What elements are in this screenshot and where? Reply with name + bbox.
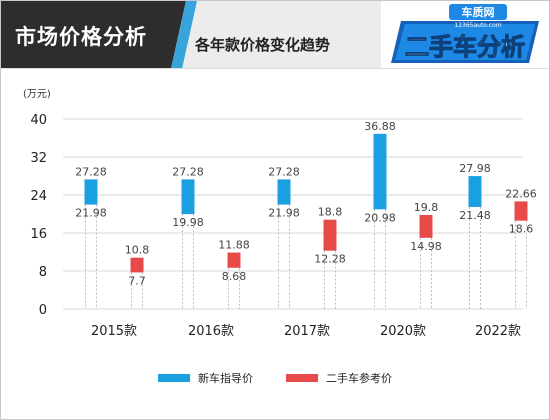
new-price-bar bbox=[468, 176, 482, 207]
y-tick-label: 16 bbox=[30, 227, 47, 242]
bar-low-label: 21.48 bbox=[459, 209, 491, 222]
y-tick-label: 24 bbox=[30, 189, 47, 204]
new-price-bar bbox=[277, 179, 291, 205]
page-subtitle: 各年款价格变化趋势 bbox=[195, 36, 331, 54]
header-banner: 市场价格分析 各年款价格变化趋势 车质网 12365auto.com 二手车分析 bbox=[1, 1, 549, 69]
x-category-label: 2015款 bbox=[91, 324, 137, 339]
bar-low-label: 14.98 bbox=[410, 240, 442, 253]
x-category-label: 2020款 bbox=[380, 324, 426, 339]
used-price-bar bbox=[514, 201, 528, 221]
bar-high-label: 27.28 bbox=[75, 165, 107, 178]
new-price-bar bbox=[84, 179, 98, 205]
bar-high-label: 36.88 bbox=[364, 120, 396, 133]
brand-logo: 车质网 12365auto.com 二手车分析 bbox=[391, 4, 539, 63]
bar-low-label: 12.28 bbox=[314, 253, 346, 266]
y-tick-label: 40 bbox=[30, 113, 47, 128]
y-axis-ticks: 0 8 16 24 32 40 bbox=[30, 113, 47, 318]
legend-label: 二手车参考价 bbox=[326, 371, 392, 385]
data-labels: 27.28 21.98 27.28 19.98 27.28 21.98 36.88 20.98… bbox=[75, 120, 537, 288]
bar-low-label: 19.98 bbox=[172, 216, 204, 229]
x-axis-categories: 2015款 2016款 2017款 2020款 2022款 bbox=[91, 324, 521, 339]
bar-low-label: 8.68 bbox=[222, 270, 247, 283]
x-category-label: 2022款 bbox=[475, 324, 521, 339]
page-title: 市场价格分析 bbox=[15, 25, 147, 49]
used-price-bar bbox=[227, 252, 241, 268]
y-tick-label: 32 bbox=[30, 151, 47, 166]
bar-low-label: 21.98 bbox=[268, 207, 300, 220]
legend-swatch bbox=[158, 374, 190, 382]
header-title-panel bbox=[1, 1, 186, 69]
new-price-bar bbox=[181, 179, 195, 215]
x-category-label: 2017款 bbox=[284, 324, 330, 339]
bar-high-label: 10.8 bbox=[125, 244, 150, 257]
bar-high-label: 19.8 bbox=[414, 201, 439, 214]
header-background bbox=[1, 1, 549, 69]
used-price-bar bbox=[419, 214, 433, 238]
logo-slogan: 二手车分析 bbox=[405, 33, 525, 61]
legend: 新车指导价 二手车参考价 bbox=[158, 371, 392, 385]
logo-domain: 12365auto.com bbox=[454, 22, 501, 29]
bar-connectors bbox=[85, 204, 527, 309]
y-tick-label: 8 bbox=[39, 265, 47, 280]
bars bbox=[84, 133, 528, 273]
bar-low-label: 18.6 bbox=[509, 223, 534, 236]
new-price-bar bbox=[373, 133, 387, 210]
bar-low-label: 20.98 bbox=[364, 211, 396, 224]
bar-high-label: 11.88 bbox=[218, 239, 250, 252]
bar-high-label: 27.28 bbox=[172, 165, 204, 178]
logo-site-name: 车质网 bbox=[462, 5, 495, 19]
legend-label: 新车指导价 bbox=[198, 371, 253, 385]
y-tick-label: 0 bbox=[39, 303, 47, 318]
bar-high-label: 27.98 bbox=[459, 162, 491, 175]
used-price-bar bbox=[323, 219, 337, 251]
bar-high-label: 22.66 bbox=[505, 187, 537, 200]
bar-high-label: 18.8 bbox=[318, 206, 343, 219]
y-axis-unit: (万元) bbox=[23, 89, 51, 100]
bar-low-label: 21.98 bbox=[75, 207, 107, 220]
legend-swatch bbox=[286, 374, 318, 382]
bar-low-label: 7.7 bbox=[128, 274, 146, 287]
header-accent-stripe bbox=[171, 1, 197, 69]
used-price-bar bbox=[130, 257, 144, 273]
bar-high-label: 27.28 bbox=[268, 165, 300, 178]
x-category-label: 2016款 bbox=[188, 324, 234, 339]
